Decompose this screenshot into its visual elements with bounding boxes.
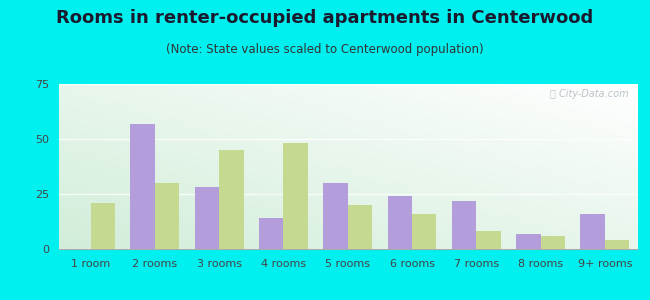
- Bar: [259, 218, 283, 249]
- Bar: [131, 124, 155, 249]
- Bar: [283, 143, 308, 249]
- Text: (Note: State values scaled to Centerwood population): (Note: State values scaled to Centerwood…: [166, 44, 484, 56]
- Bar: [195, 188, 219, 249]
- Bar: [580, 214, 605, 249]
- Bar: [605, 240, 629, 249]
- Text: Rooms in renter-occupied apartments in Centerwood: Rooms in renter-occupied apartments in C…: [57, 9, 593, 27]
- Bar: [412, 214, 436, 249]
- Bar: [219, 150, 244, 249]
- Bar: [516, 234, 541, 249]
- Bar: [323, 183, 348, 249]
- Bar: [155, 183, 179, 249]
- Bar: [387, 196, 412, 249]
- Text: ⓘ City-Data.com: ⓘ City-Data.com: [550, 89, 629, 99]
- Bar: [541, 236, 565, 249]
- Bar: [90, 203, 115, 249]
- Bar: [452, 201, 476, 249]
- Bar: [348, 205, 372, 249]
- Bar: [476, 231, 500, 249]
